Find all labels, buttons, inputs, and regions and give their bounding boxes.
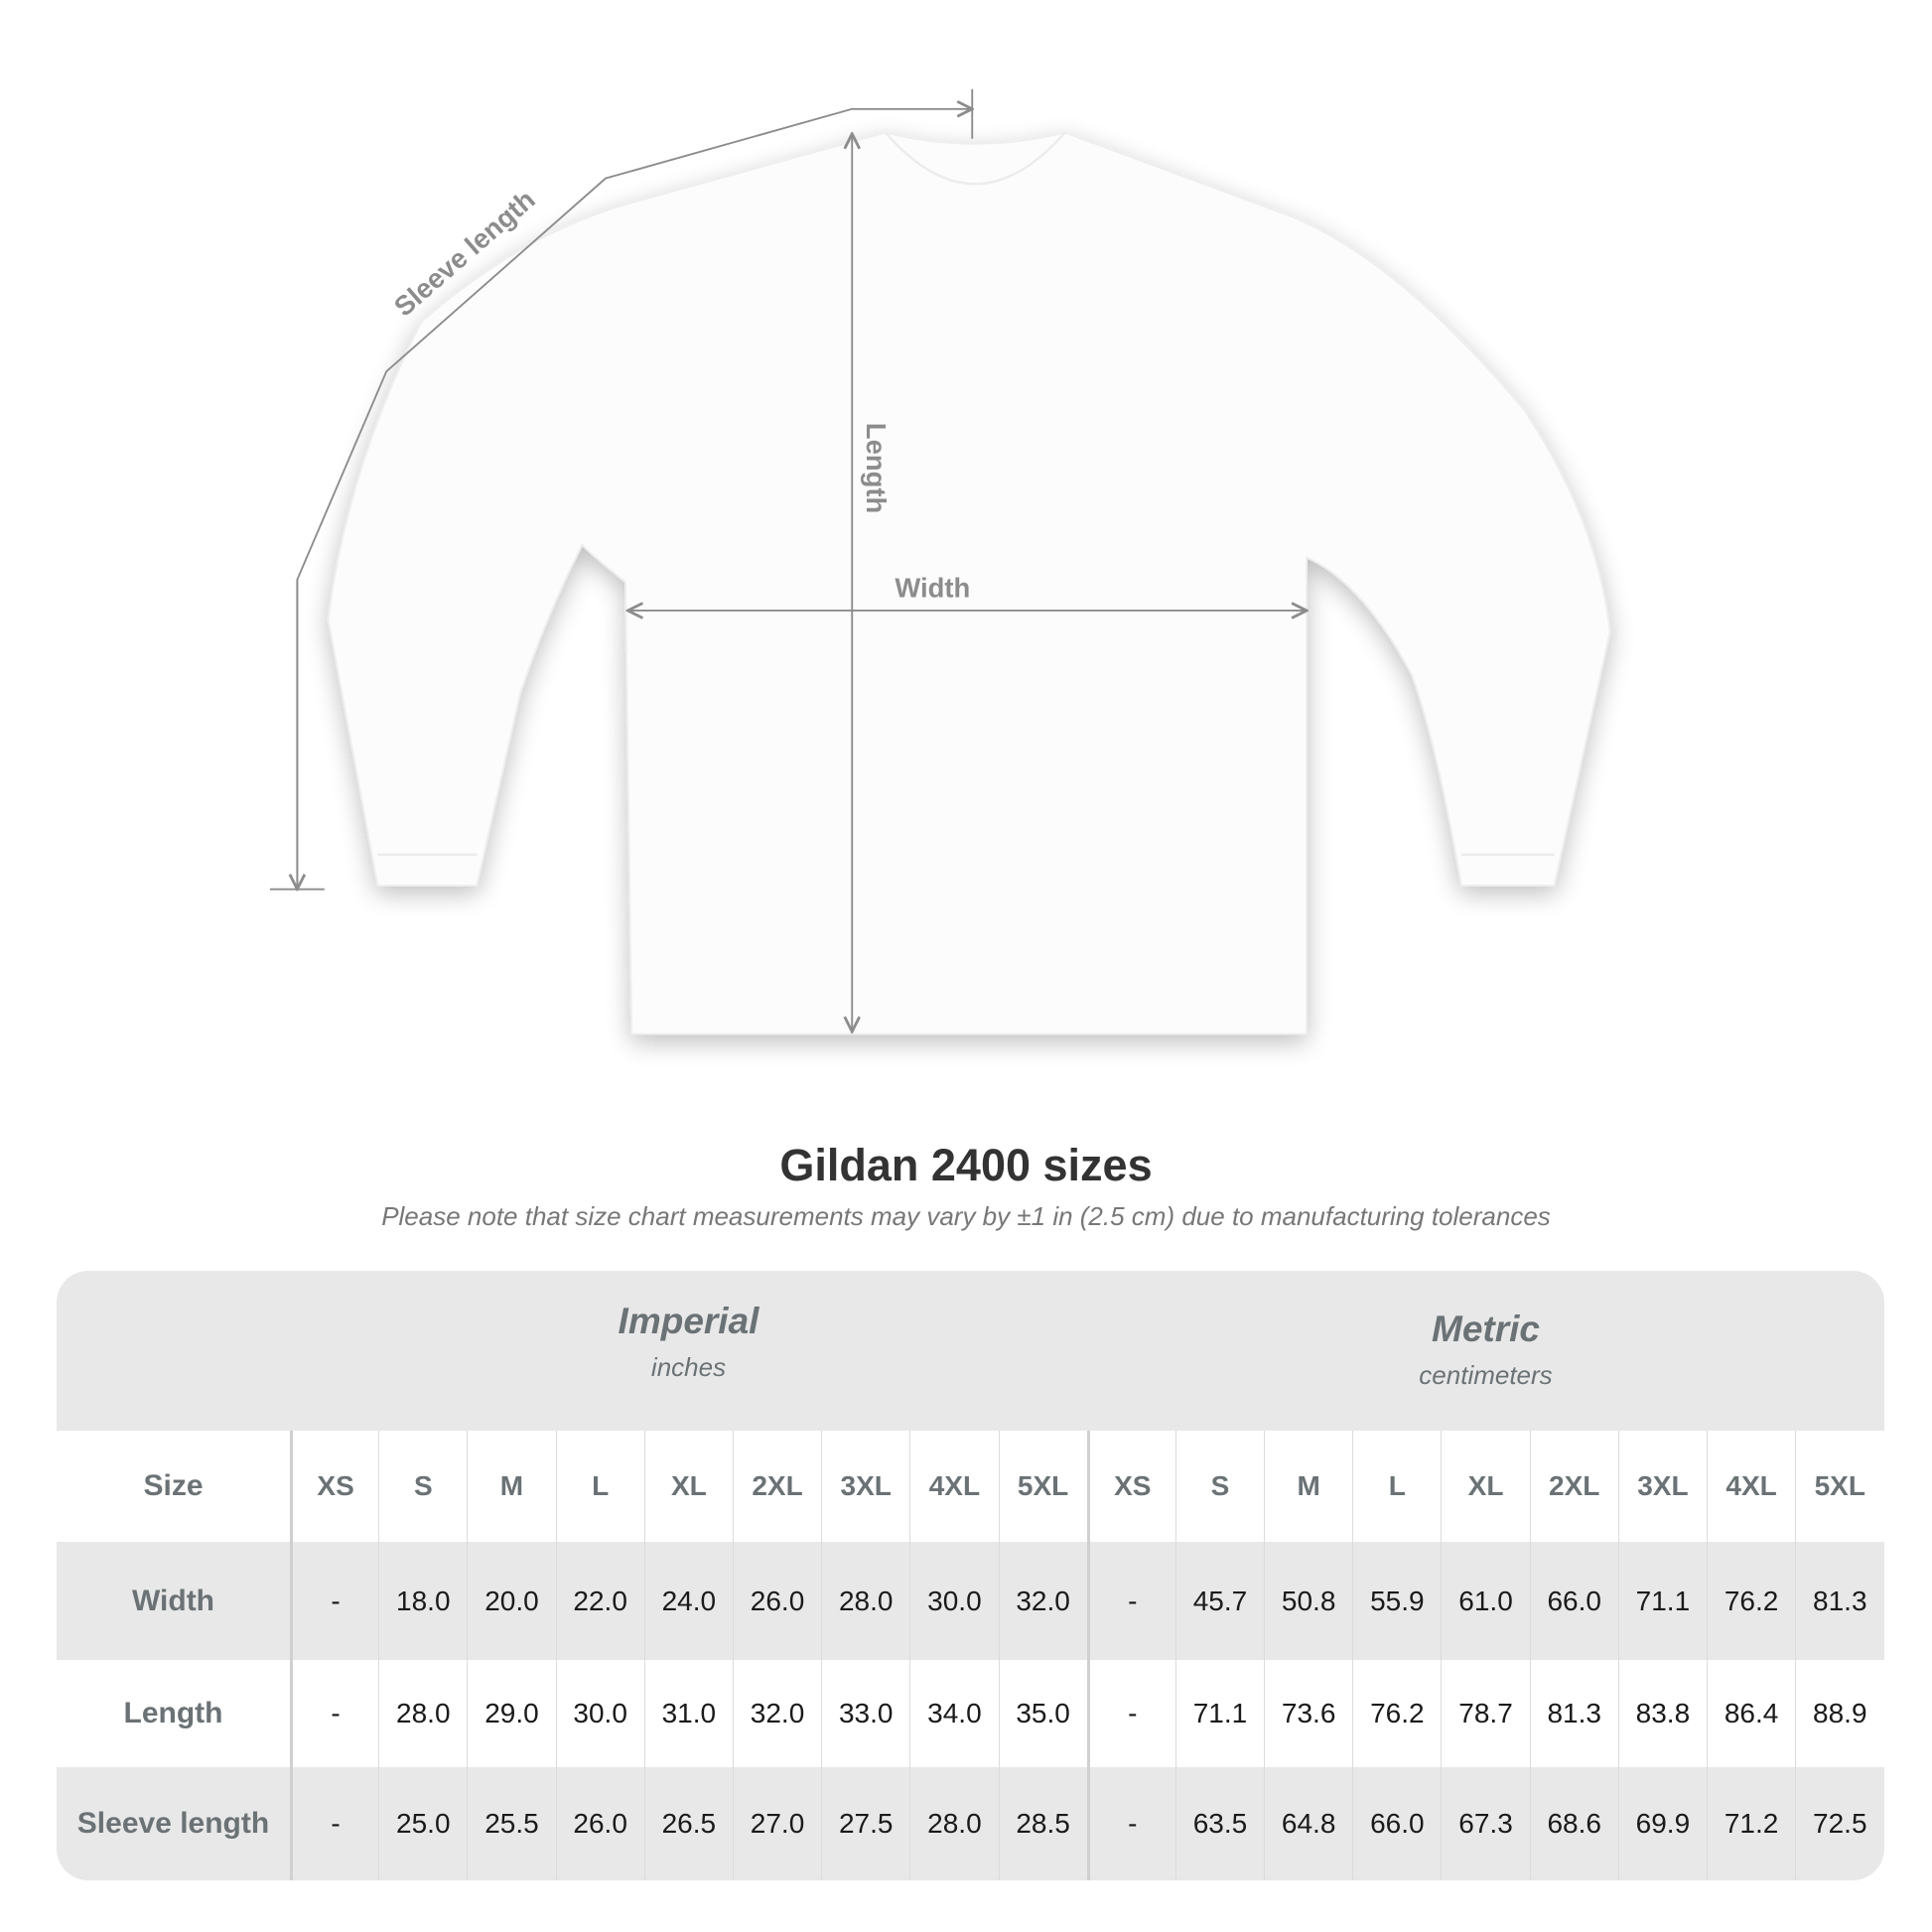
metric-size-header: 4XL	[1707, 1431, 1795, 1542]
imperial-value-cell: 20.0	[467, 1542, 555, 1660]
table-row: Sleeve length -25.0 25.5 26.0 26.5 27.0 27.5 28…	[57, 1767, 1884, 1880]
metric-value-cell: 86.4	[1707, 1660, 1795, 1767]
imperial-value-cell: 22.0	[555, 1542, 644, 1660]
imperial-value-cell: 26.0	[555, 1767, 644, 1880]
imperial-value-cell: 30.0	[909, 1542, 998, 1660]
metric-value-cell: 64.8	[1264, 1767, 1352, 1880]
imperial-value-cell: 26.5	[643, 1767, 733, 1880]
imperial-value-cell: 28.0	[378, 1660, 467, 1767]
metric-value-cell: 71.1	[1174, 1660, 1264, 1767]
row-label: Sleeve length	[76, 1807, 270, 1840]
metric-value-cell: 68.6	[1529, 1767, 1618, 1880]
imperial-value-cell: 18.0	[378, 1542, 467, 1660]
metric-value-cell: 66.0	[1529, 1542, 1618, 1660]
imperial-value-cell: 25.5	[467, 1767, 555, 1880]
metric-group: Metric centimeters	[1087, 1309, 1884, 1391]
metric-size-header: XL	[1441, 1431, 1529, 1542]
metric-size-header: M	[1264, 1431, 1352, 1542]
imperial-value-cell: 26.0	[732, 1542, 821, 1660]
metric-value-cell: 67.3	[1441, 1767, 1529, 1880]
imperial-value-cell: -	[290, 1660, 378, 1767]
length-measure: Length	[852, 134, 892, 1032]
imperial-value-cell: 32.0	[732, 1660, 821, 1767]
table-row: Length -28.0 29.0 30.0 31.0 32.0 33.0 34.0 35.0-…	[57, 1660, 1884, 1767]
metric-size-header: 2XL	[1529, 1431, 1618, 1542]
imperial-value-cell: 35.0	[998, 1660, 1087, 1767]
metric-value-cell: 66.0	[1352, 1767, 1441, 1880]
imperial-value-cell: 28.0	[909, 1767, 998, 1880]
imperial-value-cell: 29.0	[467, 1660, 555, 1767]
table-row: Width -18.0 20.0 22.0 24.0 26.0 28.0 30.0 32.0-4…	[57, 1542, 1884, 1660]
metric-size-header: 5XL	[1795, 1431, 1883, 1542]
metric-value-cell: 55.9	[1352, 1542, 1441, 1660]
imperial-value-cell: 30.0	[555, 1660, 644, 1767]
size-header-row: Size XS S M L XL 2XL 3XL 4XL 5XL XS S M L XL 2XL 3XL 4XL 5…	[57, 1431, 1884, 1542]
metric-value-cell: 63.5	[1174, 1767, 1264, 1880]
metric-value-cell: 61.0	[1441, 1542, 1529, 1660]
imperial-value-cell: 27.5	[821, 1767, 909, 1880]
metric-size-header: L	[1352, 1431, 1441, 1542]
metric-value-cell: 81.3	[1529, 1660, 1618, 1767]
imperial-value-cell: 24.0	[643, 1542, 733, 1660]
imperial-group: Imperial inches	[290, 1301, 1087, 1383]
width-measure: Width	[627, 572, 1307, 611]
tolerance-note: Please note that size chart measurements…	[381, 1201, 1551, 1231]
metric-value-cell: 50.8	[1264, 1542, 1352, 1660]
metric-value-cell: 88.9	[1795, 1660, 1883, 1767]
size-header-label: Size	[143, 1469, 204, 1502]
imperial-value-cell: 25.0	[378, 1767, 467, 1880]
length-label: Length	[861, 423, 892, 513]
imperial-size-header: L	[555, 1431, 644, 1542]
metric-title: Metric	[1432, 1309, 1540, 1349]
size-table: Imperial inches Metric centimeters Size X…	[57, 1271, 1884, 1880]
imperial-unit: inches	[650, 1352, 727, 1382]
metric-value-cell: 81.3	[1795, 1542, 1883, 1660]
imperial-size-header: 2XL	[732, 1431, 821, 1542]
metric-value-cell: 76.2	[1707, 1542, 1795, 1660]
imperial-size-header: XL	[643, 1431, 733, 1542]
imperial-value-cell: 28.0	[821, 1542, 909, 1660]
metric-value-cell: 71.2	[1707, 1767, 1795, 1880]
imperial-value-cell: 31.0	[643, 1660, 733, 1767]
row-label: Width	[131, 1584, 215, 1617]
imperial-value-cell: 32.0	[998, 1542, 1087, 1660]
imperial-size-header: S	[378, 1431, 467, 1542]
imperial-value-cell: 27.0	[732, 1767, 821, 1880]
metric-value-cell: 72.5	[1795, 1767, 1883, 1880]
page-title: Gildan 2400 sizes	[779, 1140, 1153, 1190]
imperial-size-header: M	[467, 1431, 555, 1542]
metric-value-cell: 76.2	[1352, 1660, 1441, 1767]
width-label: Width	[895, 572, 970, 603]
metric-value-cell: -	[1086, 1542, 1175, 1660]
imperial-size-header: 3XL	[821, 1431, 909, 1542]
row-label: Length	[123, 1697, 223, 1729]
metric-value-cell: 45.7	[1174, 1542, 1264, 1660]
imperial-title: Imperial	[618, 1301, 759, 1341]
imperial-size-header: 4XL	[909, 1431, 998, 1542]
metric-unit: centimeters	[1419, 1360, 1553, 1390]
imperial-value-cell: 28.5	[998, 1767, 1087, 1880]
metric-size-header: S	[1174, 1431, 1264, 1542]
imperial-value-cell: -	[290, 1767, 378, 1880]
imperial-value-cell: 34.0	[909, 1660, 998, 1767]
metric-value-cell: -	[1086, 1660, 1175, 1767]
imperial-value-cell: -	[290, 1542, 378, 1660]
metric-size-header: 3XL	[1617, 1431, 1707, 1542]
metric-value-cell: 73.6	[1264, 1660, 1352, 1767]
imperial-size-header: 5XL	[998, 1431, 1087, 1542]
metric-value-cell: -	[1086, 1767, 1175, 1880]
metric-value-cell: 71.1	[1617, 1542, 1707, 1660]
metric-size-header: XS	[1086, 1431, 1175, 1542]
metric-value-cell: 83.8	[1617, 1660, 1707, 1767]
imperial-size-header: XS	[290, 1431, 378, 1542]
long-sleeve-shirt	[327, 131, 1611, 1035]
imperial-value-cell: 33.0	[821, 1660, 909, 1767]
metric-value-cell: 69.9	[1617, 1767, 1707, 1880]
metric-value-cell: 78.7	[1441, 1660, 1529, 1767]
